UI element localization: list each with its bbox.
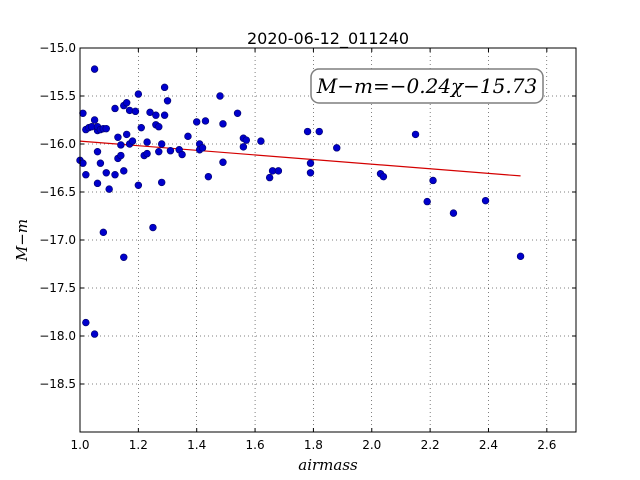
- axis-ticks: 1.0 1.2 1.4 1.6 1.8 2.0 2.2 2.4 2.6 −15.0 −15.5 −16…: [39, 41, 576, 452]
- fit-line-layer: [79, 140, 521, 177]
- data-point: [163, 97, 172, 105]
- data-point: [131, 107, 140, 116]
- data-point: [160, 111, 169, 119]
- y-tick-label: −15.5: [39, 89, 76, 103]
- fit-annotation: M−m=−0.24χ−15.73: [310, 68, 544, 104]
- data-point: [429, 176, 437, 185]
- data-point: [149, 223, 157, 232]
- data-point: [79, 109, 87, 117]
- data-point: [111, 104, 119, 113]
- data-point: [516, 252, 525, 261]
- y-tick-label: −17.5: [39, 281, 76, 295]
- y-tick-label: −16.0: [39, 137, 76, 151]
- data-point: [219, 158, 227, 166]
- x-tick-label: 1.4: [187, 438, 206, 452]
- x-tick-label: 2.4: [479, 438, 498, 452]
- data-point: [155, 123, 163, 131]
- x-tick-label: 2.0: [362, 438, 381, 452]
- data-point: [102, 124, 110, 133]
- data-point: [82, 318, 90, 327]
- data-point: [99, 228, 108, 237]
- data-point: [111, 171, 119, 179]
- data-point: [481, 196, 490, 205]
- data-point: [102, 169, 110, 177]
- y-tick-label: −15.0: [39, 41, 76, 55]
- x-tick-label: 1.8: [304, 438, 323, 452]
- x-axis-label: airmass: [298, 456, 358, 474]
- data-point: [96, 159, 105, 167]
- data-point: [90, 116, 99, 124]
- data-point: [257, 137, 265, 145]
- data-point: [120, 167, 128, 175]
- data-point: [128, 137, 137, 145]
- data-point: [90, 330, 99, 338]
- data-point: [120, 253, 128, 261]
- x-tick-label: 1.2: [129, 438, 148, 452]
- data-point: [303, 127, 312, 136]
- data-point: [90, 65, 99, 73]
- data-point: [239, 143, 248, 151]
- data-point: [306, 159, 315, 167]
- data-point: [157, 178, 166, 187]
- data-point: [166, 147, 175, 155]
- fit-line: [79, 140, 521, 177]
- data-point: [178, 150, 186, 159]
- data-point: [146, 108, 154, 117]
- annotation-box: [310, 68, 544, 104]
- data-point: [449, 209, 458, 217]
- data-point: [233, 109, 242, 117]
- data-point: [216, 92, 224, 100]
- data-point: [117, 141, 125, 149]
- data-point: [93, 147, 102, 156]
- data-point: [114, 133, 122, 141]
- data-point: [315, 127, 323, 136]
- data-point: [93, 179, 102, 188]
- x-tick-label: 1.0: [70, 438, 89, 452]
- data-point: [155, 147, 163, 156]
- data-point: [105, 185, 113, 193]
- y-axis-label: M−m: [13, 219, 31, 262]
- data-point: [184, 132, 192, 141]
- y-tick-label: −18.5: [39, 377, 76, 391]
- data-point: [204, 172, 213, 181]
- data-point: [193, 118, 201, 126]
- data-point: [82, 171, 90, 179]
- data-point: [117, 151, 125, 160]
- data-point: [122, 130, 131, 139]
- x-tick-label: 2.2: [421, 438, 440, 452]
- data-point: [160, 83, 169, 92]
- data-point: [201, 117, 210, 125]
- data-point: [198, 144, 207, 152]
- data-point: [137, 123, 145, 132]
- data-point: [157, 140, 166, 148]
- data-point: [411, 130, 420, 139]
- data-point: [134, 90, 143, 98]
- y-tick-label: −17.0: [39, 233, 76, 247]
- x-tick-label: 1.6: [246, 438, 265, 452]
- y-tick-label: −18.0: [39, 329, 76, 343]
- data-point: [379, 172, 388, 181]
- data-point: [143, 149, 151, 158]
- data-point: [306, 169, 315, 177]
- data-point: [274, 167, 283, 175]
- x-tick-label: 2.6: [537, 438, 556, 452]
- data-points: [76, 65, 525, 338]
- y-tick-label: −16.5: [39, 185, 76, 199]
- data-point: [219, 120, 227, 128]
- chart-title: 2020-06-12_011240: [247, 29, 409, 49]
- data-point: [242, 136, 251, 144]
- annotation-text: M−m=−0.24χ−15.73: [316, 74, 537, 98]
- data-point: [134, 181, 143, 189]
- data-point: [423, 197, 431, 206]
- data-point: [333, 144, 341, 152]
- data-point: [265, 173, 274, 182]
- data-point: [122, 99, 131, 107]
- data-point: [143, 138, 151, 146]
- data-point: [79, 159, 87, 167]
- data-point: [152, 111, 160, 119]
